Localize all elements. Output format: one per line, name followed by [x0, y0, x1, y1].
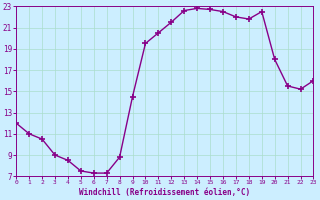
X-axis label: Windchill (Refroidissement éolien,°C): Windchill (Refroidissement éolien,°C)	[79, 188, 250, 197]
